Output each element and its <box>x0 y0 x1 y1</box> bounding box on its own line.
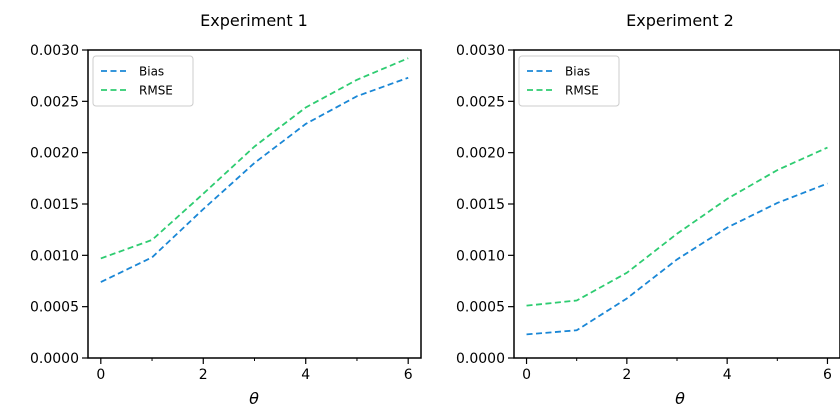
x-tick-label: 6 <box>823 367 832 383</box>
y-tick-label: 0.0005 <box>456 300 505 316</box>
y-tick-label: 0.0005 <box>30 300 79 316</box>
x-tick-label: 4 <box>723 367 732 383</box>
plot-area: 0.0000 0.0005 0.0010 0.0015 0.0020 0.0025 0.00… <box>456 43 840 383</box>
legend-label: RMSE <box>565 84 599 98</box>
x-tick-label: 2 <box>199 367 208 383</box>
x-tick-label: 6 <box>404 367 413 383</box>
y-tick-label: 0.0025 <box>456 94 505 110</box>
y-tick-label: 0.0020 <box>456 146 505 162</box>
series-line-rmse <box>526 146 828 307</box>
legend-box <box>92 55 194 107</box>
chart-panel-experiment-2: Experiment 2 0.00000.00050.00100.00150.0… <box>456 11 840 408</box>
y-tick-label: 0.0025 <box>30 94 79 110</box>
legend-label: Bias <box>565 65 590 79</box>
y-tick-label: 0.0030 <box>30 43 79 59</box>
axes-frame <box>513 49 840 359</box>
plot-area: 0.0000 0.0005 0.0010 0.0015 0.0020 0.0025 0.00… <box>30 43 422 383</box>
x-tick-label: 0 <box>522 367 531 383</box>
x-tick-label: 2 <box>622 367 631 383</box>
legend-box <box>518 55 620 107</box>
series-line-bias <box>100 76 409 283</box>
series-line-bias <box>526 182 828 336</box>
x-tick-label: 0 <box>96 367 105 383</box>
y-tick-label: 0.0000 <box>456 351 505 367</box>
y-tick-label: 0.0010 <box>456 248 505 264</box>
y-tick-label: 0.0030 <box>456 43 505 59</box>
y-tick-label: 0.0015 <box>30 197 79 213</box>
chart-title: Experiment 2 <box>626 11 734 30</box>
y-tick-label: 0.0010 <box>30 248 79 264</box>
x-axis-label: θ <box>249 389 259 408</box>
series-line-rmse <box>100 57 409 260</box>
y-tick-label: 0.0020 <box>30 146 79 162</box>
chart-title: Experiment 1 <box>200 11 308 30</box>
chart-panel-experiment-1: Experiment 1 0.00000.00050.00100.00150.0… <box>30 11 422 408</box>
y-tick-label: 0.0015 <box>456 197 505 213</box>
x-axis-label: θ <box>675 389 685 408</box>
x-tick-label: 4 <box>301 367 310 383</box>
y-tick-label: 0.0000 <box>30 351 79 367</box>
axes-frame <box>87 49 422 359</box>
legend-label: Bias <box>139 65 164 79</box>
legend-label: RMSE <box>139 84 173 98</box>
